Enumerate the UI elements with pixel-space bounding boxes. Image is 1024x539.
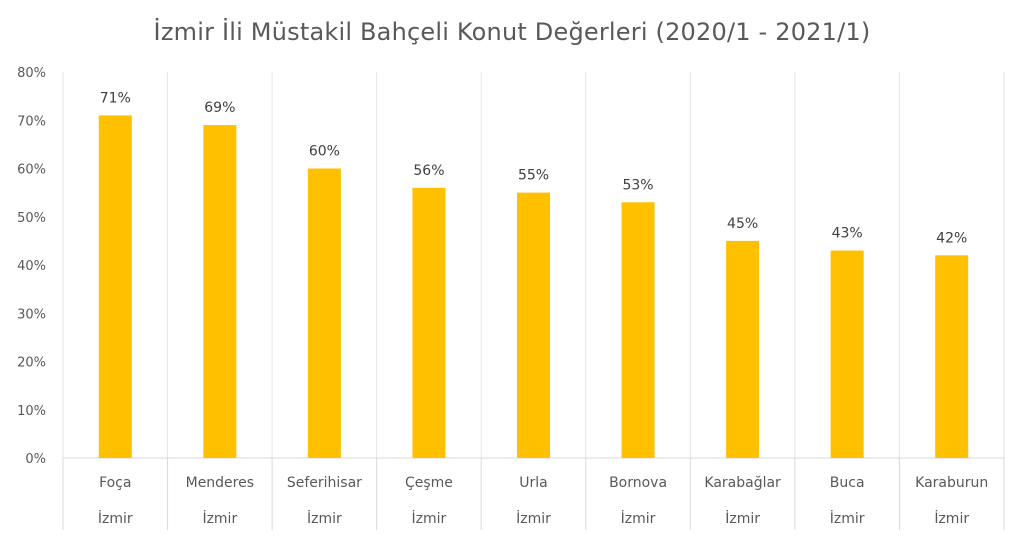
category-label: Seferihisar (287, 475, 362, 491)
bar (98, 115, 132, 459)
y-tick-label: 40% (17, 259, 46, 274)
category-label: Menderes (186, 475, 254, 491)
bar (726, 240, 760, 458)
category-group-label: İzmir (412, 509, 447, 527)
category-group-label: İzmir (725, 509, 760, 527)
category-label: Karaburun (915, 475, 988, 491)
category-label: Karabağlar (704, 475, 781, 491)
data-label: 56% (413, 163, 444, 179)
category-label: Bornova (609, 475, 667, 491)
y-tick-label: 30% (17, 307, 46, 322)
category-label: Çeşme (405, 475, 453, 491)
y-tick-label: 60% (17, 163, 46, 178)
bar (203, 125, 237, 458)
data-label: 53% (622, 177, 653, 193)
data-label: 42% (936, 230, 967, 246)
data-label: 43% (832, 226, 863, 242)
y-tick-label: 70% (17, 114, 46, 129)
bar (935, 255, 969, 458)
data-label: 45% (727, 216, 758, 232)
data-label: 60% (309, 144, 340, 160)
category-group-label: İzmir (98, 509, 133, 527)
category-label: Buca (830, 475, 865, 491)
data-label: 69% (204, 100, 235, 116)
chart-title: İzmir İli Müstakil Bahçeli Konut Değerle… (153, 18, 871, 46)
y-tick-label: 10% (17, 404, 46, 419)
bar (412, 187, 446, 459)
category-label: Foça (99, 475, 131, 491)
y-tick-label: 0% (25, 452, 46, 467)
bar (621, 202, 655, 458)
data-label: 71% (100, 90, 131, 106)
y-tick-label: 20% (17, 356, 46, 371)
category-group-label: İzmir (830, 509, 865, 527)
bar (830, 250, 864, 458)
category-group-label: İzmir (202, 509, 237, 527)
category-group-label: İzmir (307, 509, 342, 527)
y-tick-label: 80% (17, 66, 46, 81)
bar (307, 168, 341, 458)
category-group-label: İzmir (621, 509, 656, 527)
bar (517, 192, 550, 458)
data-label: 55% (518, 168, 549, 184)
category-group-label: İzmir (516, 509, 551, 527)
category-label: Urla (519, 475, 547, 491)
y-tick-label: 50% (17, 211, 46, 226)
category-group-label: İzmir (934, 509, 969, 527)
